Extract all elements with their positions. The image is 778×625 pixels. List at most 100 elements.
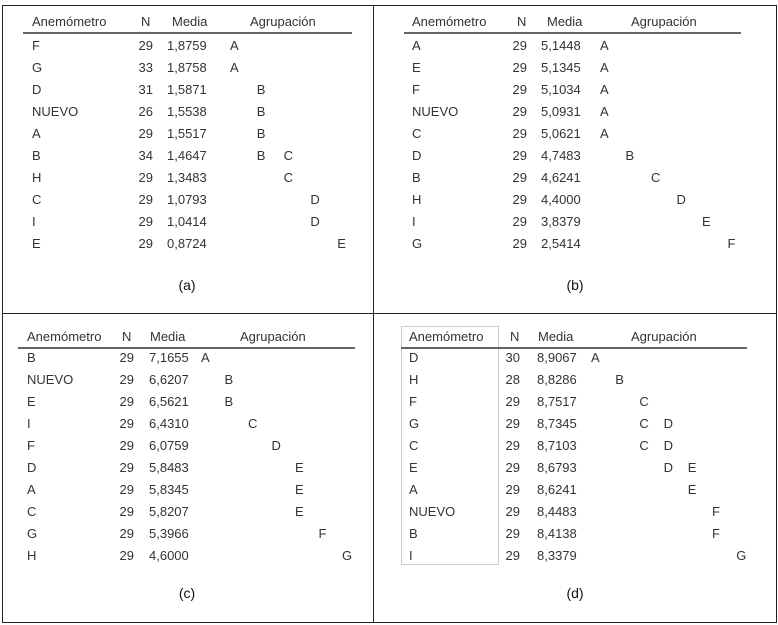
- row-name: G: [27, 526, 38, 541]
- header-media: Media: [547, 14, 583, 29]
- header-rule: [18, 347, 355, 349]
- row-n: 29: [119, 482, 134, 497]
- header-media: Media: [538, 329, 574, 344]
- row-n: 29: [119, 504, 134, 519]
- row-n: 31: [138, 82, 153, 97]
- header-agrupacion: Agrupación: [250, 14, 316, 29]
- row-group-letter: A: [600, 126, 609, 141]
- row-n: 26: [138, 104, 153, 119]
- row-name: G: [32, 60, 43, 75]
- header-media: Media: [150, 329, 186, 344]
- row-name: G: [409, 416, 420, 431]
- row-n: 29: [512, 192, 527, 207]
- row-n: 29: [505, 526, 520, 541]
- row-group-letter: D: [663, 416, 673, 431]
- row-group-letter: B: [256, 104, 266, 119]
- row-name: NUEVO: [27, 372, 74, 387]
- row-media: 1,5871: [167, 82, 207, 97]
- row-media: 5,1448: [541, 38, 581, 53]
- row-name: G: [412, 236, 423, 251]
- header-agrupacion: Agrupación: [240, 329, 306, 344]
- header-media: Media: [172, 14, 208, 29]
- row-media: 1,5538: [167, 104, 207, 119]
- row-group-letter: G: [342, 548, 353, 563]
- row-n: 29: [138, 236, 153, 251]
- row-media: 5,8483: [149, 460, 189, 475]
- row-group-letter: F: [712, 504, 720, 519]
- row-name: D: [409, 350, 419, 365]
- row-n: 29: [512, 214, 527, 229]
- row-n: 33: [138, 60, 153, 75]
- row-media: 4,7483: [541, 148, 581, 163]
- row-n: 29: [512, 236, 527, 251]
- row-name: I: [32, 214, 36, 229]
- row-name: C: [32, 192, 42, 207]
- row-name: D: [27, 460, 37, 475]
- row-group-letter: E: [337, 236, 346, 251]
- row-name: B: [27, 350, 36, 365]
- row-n: 29: [505, 394, 520, 409]
- row-n: 29: [512, 82, 527, 97]
- row-group-letter: C: [651, 170, 661, 185]
- row-group-letter: A: [591, 350, 600, 365]
- row-n: 29: [505, 460, 520, 475]
- header-n: N: [141, 14, 151, 29]
- row-n: 30: [505, 350, 520, 365]
- row-media: 8,7517: [537, 394, 577, 409]
- panel-caption: (c): [178, 585, 196, 601]
- row-media: 8,4138: [537, 526, 577, 541]
- row-n: 29: [512, 126, 527, 141]
- row-media: 6,0759: [149, 438, 189, 453]
- row-group-letter: F: [712, 526, 720, 541]
- row-n: 29: [119, 526, 134, 541]
- row-group-letter: E: [687, 482, 697, 497]
- row-media: 4,6241: [541, 170, 581, 185]
- row-name: F: [27, 438, 35, 453]
- row-group-letter: D: [271, 438, 281, 453]
- row-n: 29: [119, 460, 134, 475]
- row-group-letter: C: [639, 438, 649, 453]
- row-media: 8,9067: [537, 350, 577, 365]
- row-name: E: [412, 60, 421, 75]
- row-name: C: [409, 438, 419, 453]
- header-rule: [404, 32, 741, 34]
- row-group-letter: D: [310, 192, 320, 207]
- row-media: 7,1655: [149, 350, 189, 365]
- row-n: 29: [512, 104, 527, 119]
- header-n: N: [517, 14, 527, 29]
- row-name: D: [412, 148, 422, 163]
- row-media: 5,0931: [541, 104, 581, 119]
- row-group-letter: C: [283, 170, 293, 185]
- row-n: 29: [505, 504, 520, 519]
- row-group-letter: D: [663, 460, 673, 475]
- row-media: 5,0621: [541, 126, 581, 141]
- row-n: 29: [138, 170, 153, 185]
- row-group-letter: B: [256, 82, 266, 97]
- header-anemometro: Anemómetro: [32, 14, 107, 29]
- row-n: 29: [119, 394, 134, 409]
- header-anemometro: Anemómetro: [409, 329, 484, 344]
- row-group-letter: E: [295, 482, 304, 497]
- row-n: 29: [512, 60, 527, 75]
- row-name: NUEVO: [32, 104, 79, 119]
- row-group-letter: F: [318, 526, 327, 541]
- row-n: 28: [505, 372, 520, 387]
- row-media: 5,1034: [541, 82, 581, 97]
- row-name: I: [412, 214, 416, 229]
- row-group-letter: C: [248, 416, 258, 431]
- row-n: 29: [119, 548, 134, 563]
- row-name: A: [412, 38, 421, 53]
- row-media: 5,8207: [149, 504, 189, 519]
- header-rule: [23, 32, 352, 34]
- row-name: F: [409, 394, 417, 409]
- row-n: 34: [138, 148, 153, 163]
- row-name: C: [27, 504, 37, 519]
- row-group-letter: A: [600, 82, 609, 97]
- row-group-letter: B: [224, 372, 234, 387]
- row-name: B: [32, 148, 41, 163]
- header-anemometro: Anemómetro: [27, 329, 102, 344]
- row-media: 8,6793: [537, 460, 577, 475]
- row-name: I: [409, 548, 413, 563]
- row-name: H: [32, 170, 42, 185]
- row-n: 29: [138, 38, 153, 53]
